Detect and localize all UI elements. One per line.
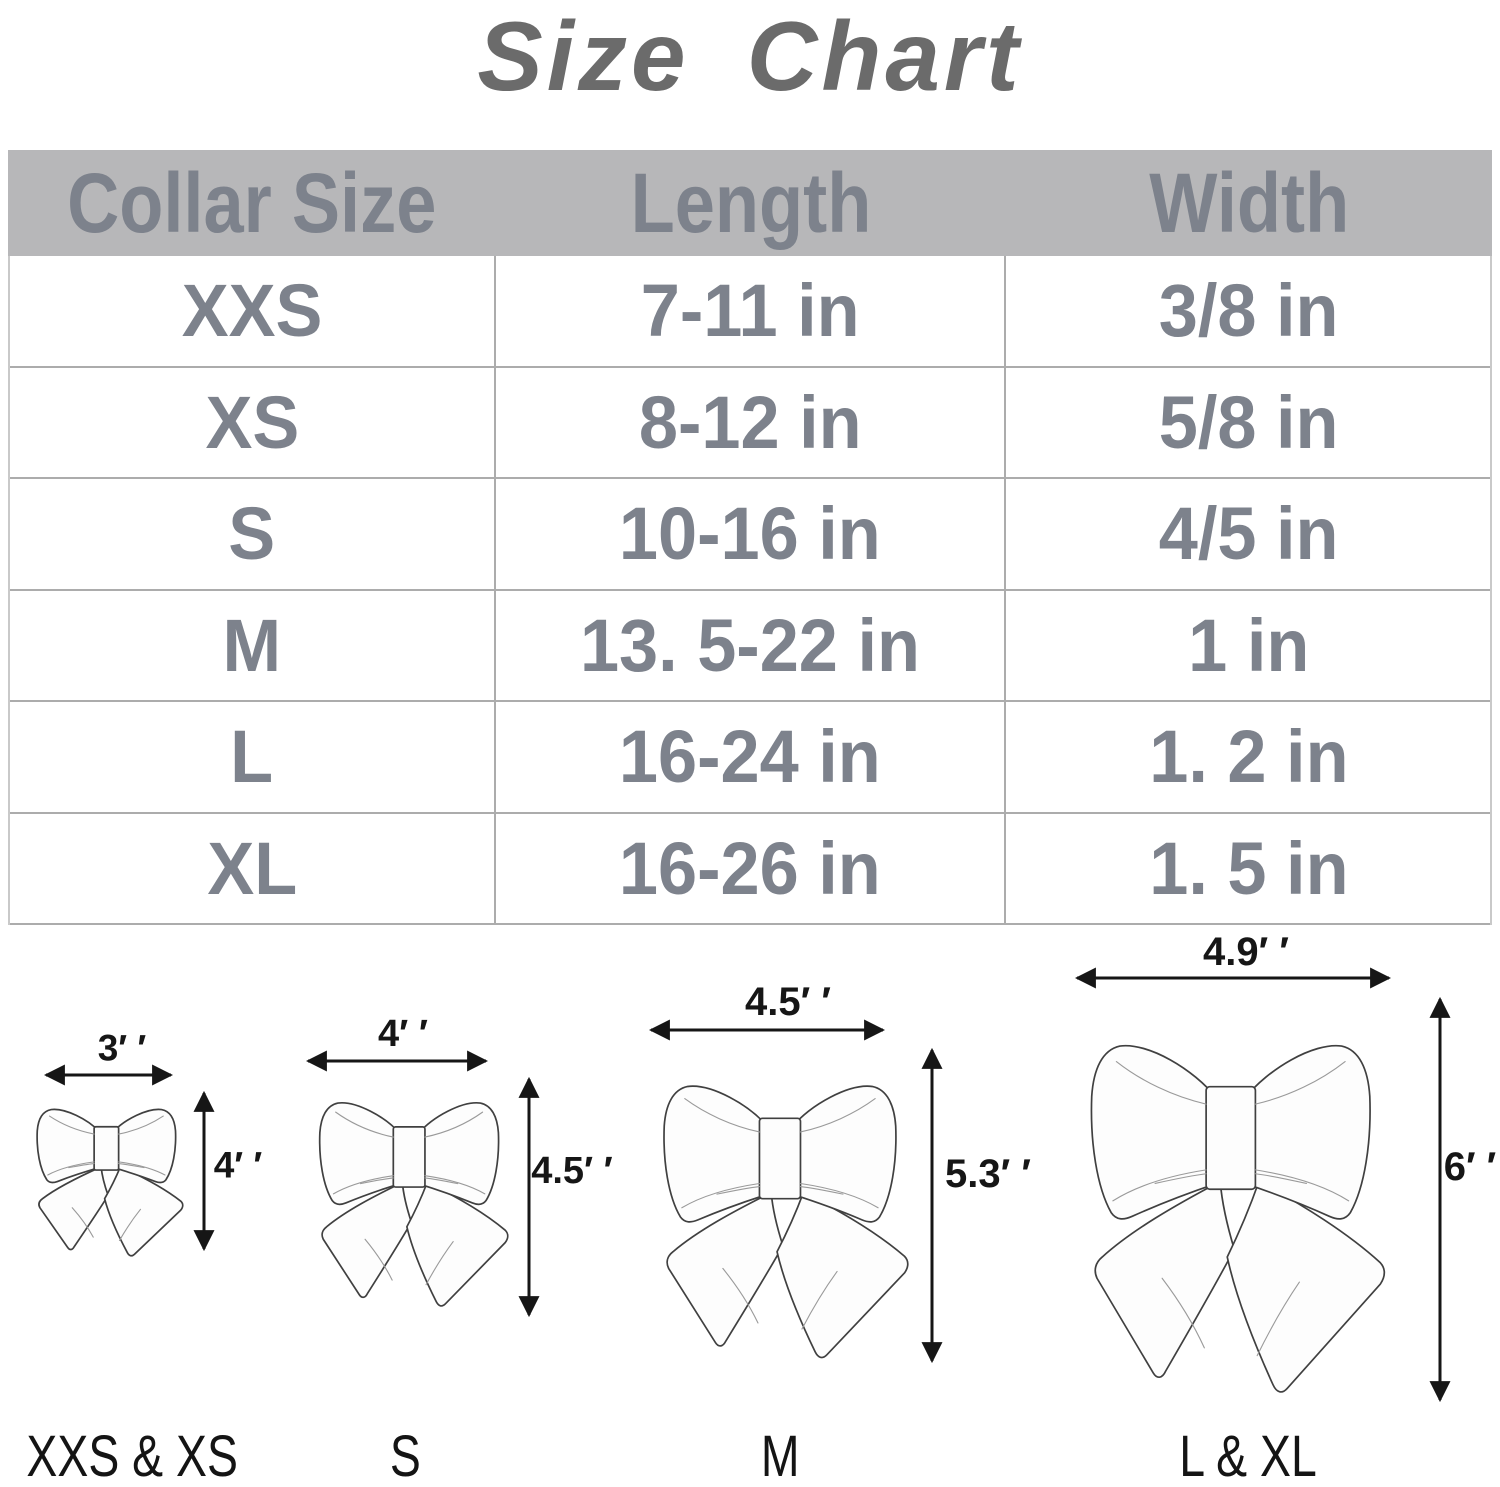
bow-illustration [662,1084,910,1359]
height-label: 4′ ′ [214,1145,263,1186]
table-row-xxs: XXS 7-11 in 3/8 in [10,256,1490,368]
height-label: 4.5′ ′ [531,1150,613,1192]
cell-width: 3/8 in [1159,269,1339,353]
header-cell-length: Length [630,155,872,250]
size-group-label-l-xl: L & XL [1179,1424,1317,1487]
height-label: 6′ ′ [1444,1145,1497,1189]
table-row-xs: XS 8-12 in 5/8 in [10,367,1490,479]
cell-width: 1 in [1188,603,1310,687]
bow-diagram-m: 4.5′ ′ 5.3′ ′ [648,980,1031,1364]
bow-diagram-s: 4′ ′ 4.5′ ′ [305,1013,613,1318]
table-row-s: S 10-16 in 4/5 in [10,479,1490,591]
cell-length: 7-11 in [496,256,1006,366]
table-body: XXS 7-11 in 3/8 in XS 8-12 in 5/8 in S 1… [8,256,1492,925]
table-row-xl: XL 16-26 in 1. 5 in [10,813,1490,925]
size-group-label-s: S [389,1424,421,1487]
table-header-row: Collar Size Length Width [8,150,1492,256]
cell-size: L [10,702,496,812]
size-group-label-xxs-xs: XXS & XS [26,1424,238,1487]
size-table: Collar Size Length Width XXS 7-11 in 3/8… [8,150,1492,925]
cell-size: S [10,479,496,589]
bow-diagram-xxs-xs: 3′ ′ 4′ ′ [36,1028,263,1257]
cell-size: XXS [10,256,496,366]
cell-width: 1. 5 in [1149,826,1349,910]
width-label: 4′ ′ [378,1013,428,1055]
height-label: 5.3′ ′ [945,1152,1031,1196]
table-row-m: M 13. 5-22 in 1 in [10,590,1490,702]
bow-illustration [318,1101,509,1307]
cell-width: 4/5 in [1159,492,1339,576]
cell-length: 8-12 in [496,367,1006,477]
header-cell-width: Width [1149,155,1349,250]
cell-size: XL [10,813,496,923]
cell-width: 1. 2 in [1149,715,1349,799]
bow-diagram-l-xl: 4.9′ ′ 6′ ′ [1074,930,1497,1403]
cell-size: XS [10,367,496,477]
bow-diagrams-svg: 3′ ′ 4′ ′ 4′ ′ 4.5′ ′ 4.5′ ′ 5.3′ ′ 4.9′… [36,930,1497,1403]
page-title: Size Chart [477,1,1023,111]
cell-length: 13. 5-22 in [496,590,1006,700]
cell-length: 16-26 in [496,813,1006,923]
table-row-l: L 16-24 in 1. 2 in [10,702,1490,814]
cell-length: 16-24 in [496,702,1006,812]
width-label: 3′ ′ [98,1028,147,1069]
header-cell-collar-size: Collar Size [67,155,437,250]
width-label: 4.9′ ′ [1203,930,1289,974]
cell-length: 10-16 in [496,479,1006,589]
size-group-label-m: M [760,1424,800,1487]
bow-illustration [36,1108,184,1257]
width-label: 4.5′ ′ [745,980,831,1024]
cell-size: M [10,590,496,700]
bow-illustration [1089,1044,1386,1394]
cell-width: 5/8 in [1159,380,1339,464]
